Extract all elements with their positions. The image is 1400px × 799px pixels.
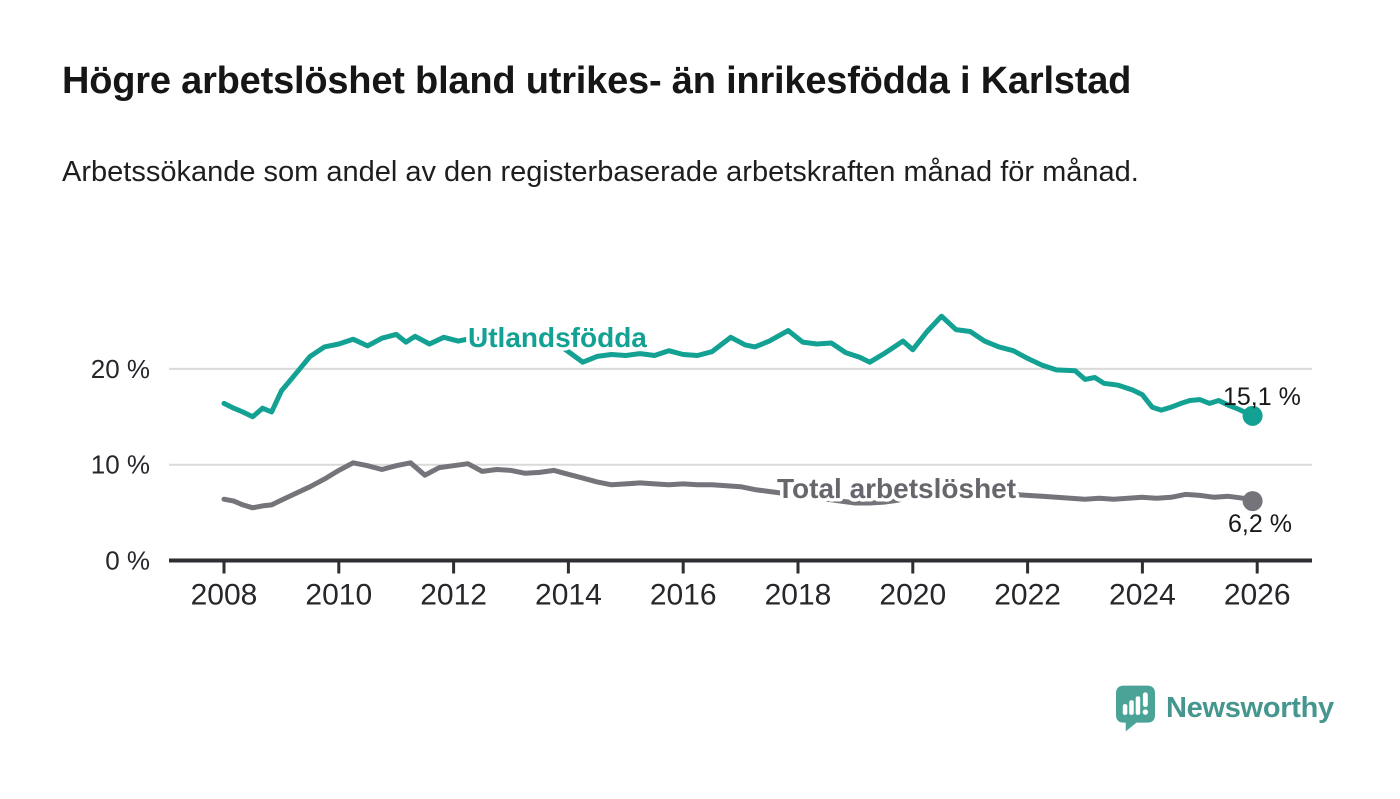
page-subtitle: Arbetssökande som andel av den registerb… (62, 156, 1139, 188)
x-tick-label: 2020 (879, 579, 946, 612)
series-line-1 (221, 460, 1256, 511)
speech-bubble-shape (1116, 685, 1155, 731)
y-tick-label: 10 % (91, 450, 150, 480)
series-label-1: Total arbetslöshet (777, 473, 1016, 504)
x-tick-label: 2022 (994, 579, 1061, 612)
brand-name: Newsworthy (1166, 691, 1334, 724)
series-end-dot-1 (1242, 491, 1263, 512)
end-value-label-0: 15,1 % (1223, 383, 1301, 411)
series-label-0: Utlandsfödda (468, 322, 647, 353)
bar-2 (1129, 699, 1134, 715)
bar-3 (1135, 695, 1141, 715)
x-tick-label: 2014 (535, 579, 602, 612)
series-line-0 (221, 313, 1256, 420)
x-tick-label: 2026 (1224, 579, 1291, 612)
x-tick-label: 2016 (650, 579, 717, 612)
x-tick-label: 2024 (1109, 579, 1176, 612)
x-tick-label: 2012 (420, 579, 487, 612)
brand-logo: Newsworthy (1116, 684, 1334, 732)
series-end-dot-0 (1242, 405, 1263, 426)
x-tick-label: 2018 (765, 579, 832, 612)
end-value-label-1: 6,2 % (1228, 510, 1292, 538)
newsworthy-icon (1116, 685, 1155, 731)
y-tick-label: 0 % (105, 546, 150, 576)
x-tick-label: 2010 (305, 579, 372, 612)
bar-1 (1122, 703, 1128, 715)
exclamation-dot (1142, 708, 1149, 715)
x-tick-label: 2008 (191, 579, 258, 612)
exclamation-bar (1142, 691, 1148, 707)
page-title: Högre arbetslöshet bland utrikes- än inr… (62, 60, 1132, 102)
y-tick-label: 20 % (91, 354, 150, 384)
